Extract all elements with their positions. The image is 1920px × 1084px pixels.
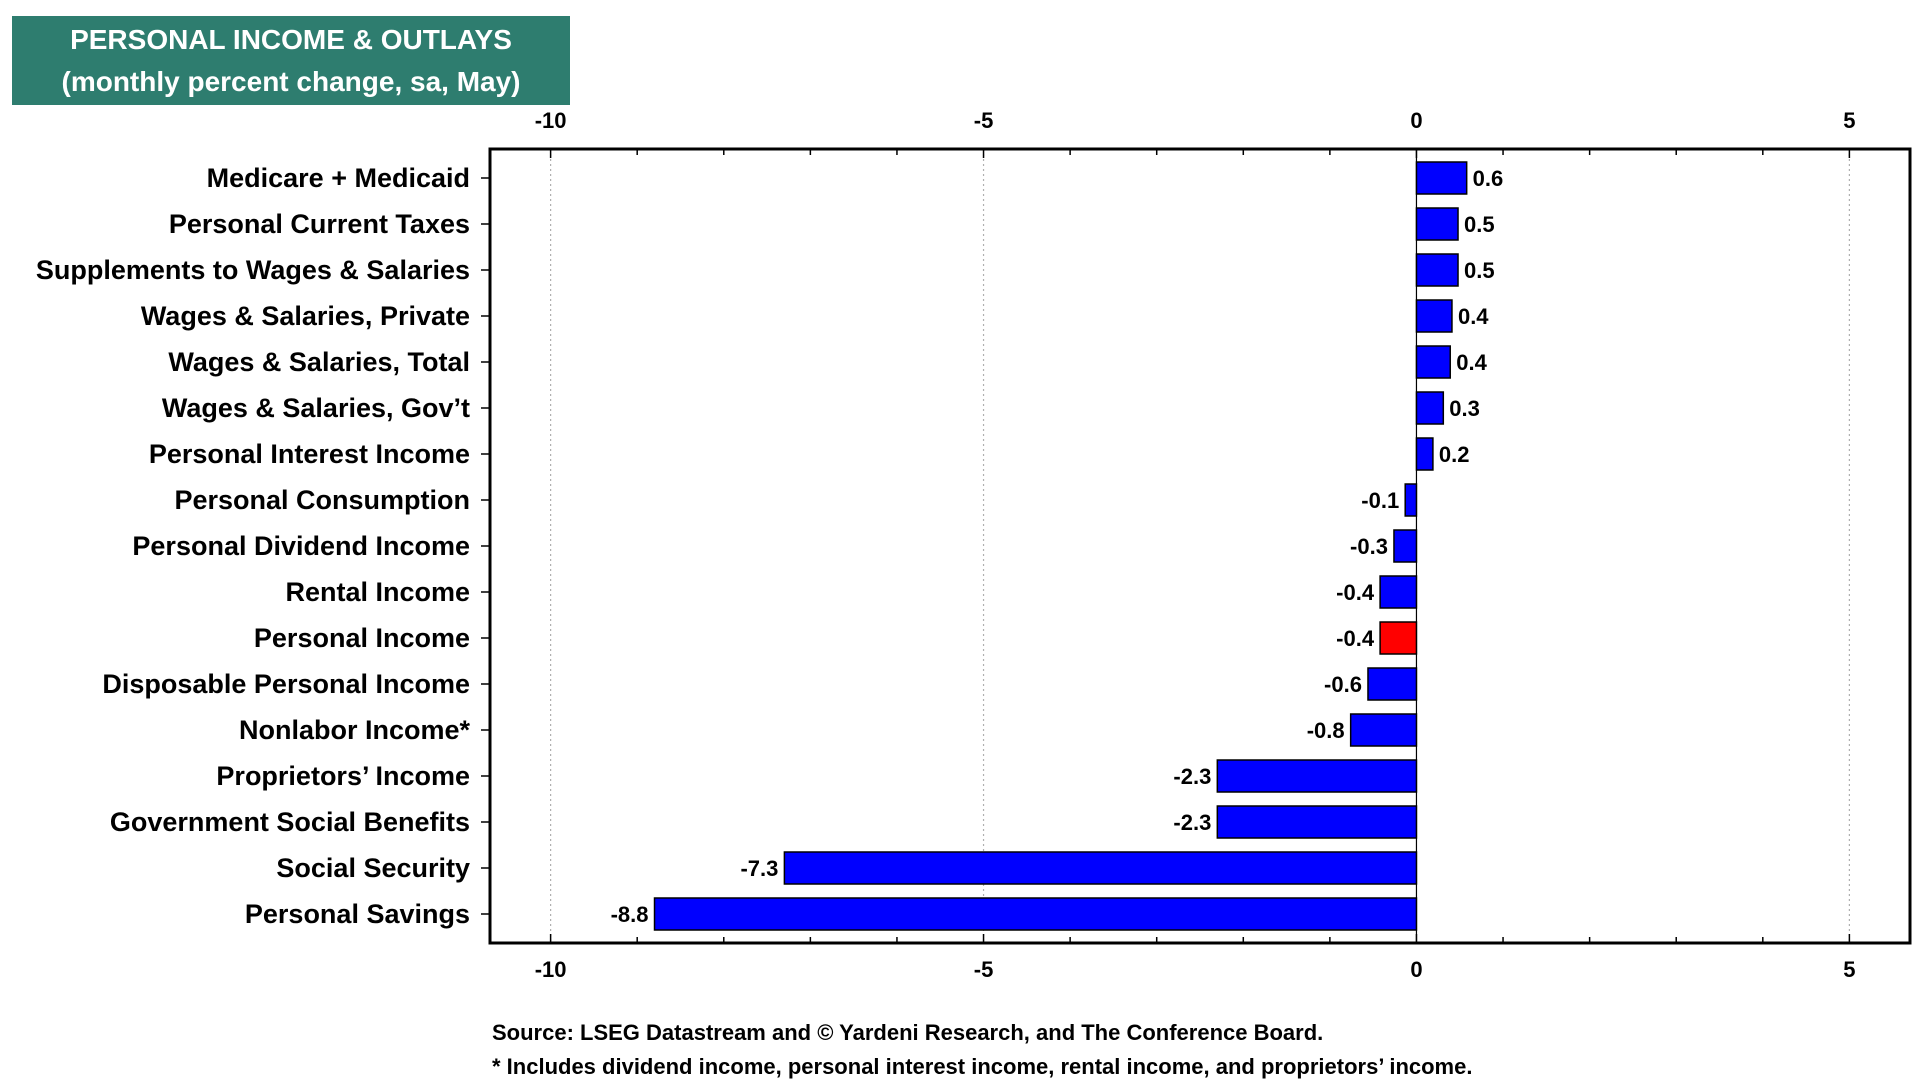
bar [783, 851, 1418, 885]
data-label: -2.3 [1173, 810, 1211, 835]
x-tick-label-bottom: -10 [535, 957, 567, 982]
bar [1404, 483, 1418, 517]
chart-notes: Source: LSEG Datastream and © Yardeni Re… [492, 1016, 1472, 1084]
x-tick-label-bottom: 0 [1410, 957, 1422, 982]
plot-frame [488, 147, 1912, 945]
bar [1415, 437, 1434, 471]
category-label: Medicare + Medicaid [207, 163, 470, 193]
x-tick-label-bottom: 5 [1843, 957, 1855, 982]
bar [1393, 529, 1418, 563]
category-label: Wages & Salaries, Total [168, 347, 470, 377]
data-label: -2.3 [1173, 764, 1211, 789]
x-tick-label-top: 5 [1843, 108, 1855, 133]
data-label: -8.8 [611, 902, 649, 927]
x-tick-label-top: 0 [1410, 108, 1422, 133]
data-label: 0.5 [1464, 258, 1495, 283]
bar [1415, 391, 1445, 425]
category-label: Proprietors’ Income [216, 761, 470, 791]
category-label: Personal Savings [245, 899, 470, 929]
category-label: Personal Dividend Income [132, 531, 470, 561]
bar [1415, 253, 1459, 287]
bar [1415, 299, 1453, 333]
data-label: 0.6 [1473, 166, 1504, 191]
data-label: 0.2 [1439, 442, 1470, 467]
category-label: Rental Income [285, 577, 470, 607]
source-note: Source: LSEG Datastream and © Yardeni Re… [492, 1020, 1324, 1045]
category-label: Personal Interest Income [149, 439, 470, 469]
category-label: Nonlabor Income* [239, 715, 471, 745]
data-label: 0.4 [1458, 304, 1489, 329]
x-tick-label-bottom: -5 [974, 957, 994, 982]
chart-title: PERSONAL INCOME & OUTLAYS [70, 24, 512, 55]
data-label: -0.4 [1336, 580, 1375, 605]
bar [1216, 759, 1418, 793]
data-label: -0.6 [1324, 672, 1362, 697]
category-label: Wages & Salaries, Private [141, 301, 470, 331]
data-label: 0.5 [1464, 212, 1495, 237]
bar [653, 897, 1418, 931]
footnote: * Includes dividend income, personal int… [492, 1054, 1473, 1079]
bar [1367, 667, 1418, 701]
bar [1415, 207, 1459, 241]
chart-subtitle: (monthly percent change, sa, May) [61, 66, 521, 97]
data-label: -0.8 [1307, 718, 1345, 743]
data-label: 0.3 [1449, 396, 1480, 421]
bar [1379, 621, 1418, 655]
bar [1379, 575, 1418, 609]
bar [1349, 713, 1418, 747]
category-label: Government Social Benefits [110, 807, 470, 837]
category-label: Social Security [276, 853, 470, 883]
x-tick-label-top: -5 [974, 108, 994, 133]
category-label: Supplements to Wages & Salaries [36, 255, 470, 285]
data-label: -0.3 [1350, 534, 1388, 559]
bar [1415, 161, 1468, 195]
data-label: -7.3 [740, 856, 778, 881]
data-label: -0.4 [1336, 626, 1375, 651]
category-label: Wages & Salaries, Gov’t [162, 393, 470, 423]
category-label: Personal Current Taxes [169, 209, 470, 239]
x-tick-label-top: -10 [535, 108, 567, 133]
bar-chart: 0.6 Medicare + Medicaid 0.5 Personal Curren… [36, 108, 1912, 982]
data-label: -0.1 [1361, 488, 1399, 513]
category-label: Personal Income [254, 623, 470, 653]
category-label: Personal Consumption [174, 485, 470, 515]
category-label: Disposable Personal Income [102, 669, 470, 699]
bar [1415, 345, 1451, 379]
bar [1216, 805, 1418, 839]
data-label: 0.4 [1456, 350, 1487, 375]
chart-title-box: PERSONAL INCOME & OUTLAYS (monthly perce… [12, 16, 570, 105]
